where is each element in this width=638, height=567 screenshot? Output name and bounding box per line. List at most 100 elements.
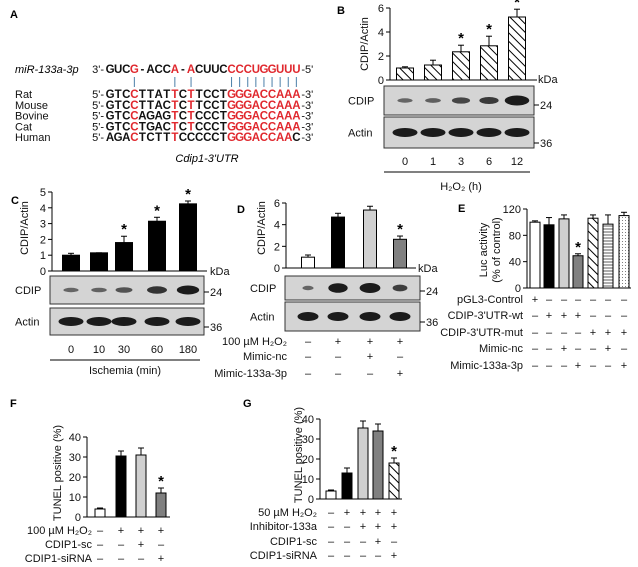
blot-band xyxy=(504,95,530,106)
bar xyxy=(618,215,630,289)
y-tick-label: 0 xyxy=(515,283,521,295)
condition-sign: – xyxy=(590,310,597,322)
condition-sign: – xyxy=(118,553,125,565)
condition-sign: – xyxy=(97,525,104,537)
panel-label-g: G xyxy=(243,398,252,410)
matched-base: C xyxy=(260,121,268,133)
condition-sign: – xyxy=(532,327,539,339)
matched-base: T xyxy=(188,89,195,101)
blot-band xyxy=(397,98,413,103)
y-tick-label: 3 xyxy=(40,219,46,231)
matched-base: G xyxy=(243,121,252,133)
condition-sign: – xyxy=(158,539,165,551)
base: C xyxy=(187,132,195,144)
matched-base: G xyxy=(243,111,252,123)
base: T xyxy=(220,100,227,112)
condition-sign: – xyxy=(532,360,539,372)
matched-base: G xyxy=(235,121,244,133)
base: T xyxy=(147,100,154,112)
base: C xyxy=(154,64,162,76)
condition-sign: + xyxy=(138,525,144,537)
significance-star: * xyxy=(158,473,164,490)
condition-label: Mimic-133a-3p xyxy=(450,360,523,372)
condition-sign: + xyxy=(605,343,611,355)
base: G xyxy=(106,111,115,123)
matched-base: U xyxy=(292,64,300,76)
base: C xyxy=(163,121,171,133)
condition-sign: – xyxy=(328,507,335,519)
base: T xyxy=(139,89,146,101)
bar xyxy=(393,238,407,269)
matched-base: C xyxy=(268,111,276,123)
blot-band xyxy=(359,312,381,321)
condition-label: 100 µM H₂O₂ xyxy=(27,525,92,537)
y-tick-label: 6 xyxy=(274,198,280,210)
lane-label: 30 xyxy=(118,344,130,356)
matched-base: U xyxy=(284,64,292,76)
sequence-prefix: 3'- xyxy=(92,64,104,76)
panel-label-e: E xyxy=(458,203,465,215)
base: G xyxy=(106,100,115,112)
sequence-suffix: -3' xyxy=(301,111,313,123)
sequence: GTCCTTATTCTTCCTGGGACCAAA xyxy=(106,89,301,101)
base: C xyxy=(203,121,211,133)
matched-base: A xyxy=(187,64,195,76)
matched-base: G xyxy=(235,132,244,144)
matched-base: C xyxy=(268,121,276,133)
matched-base: A xyxy=(292,89,300,101)
blot-band xyxy=(302,285,314,291)
y-axis-label: TUNEL positive (%) xyxy=(52,425,64,521)
base: C xyxy=(195,121,203,133)
matched-base: G xyxy=(227,121,236,133)
condition-sign: – xyxy=(621,310,628,322)
bar xyxy=(363,209,377,269)
condition-sign: + xyxy=(375,507,381,519)
bar xyxy=(529,221,541,289)
condition-sign: + xyxy=(590,327,596,339)
condition-sign: + xyxy=(367,336,373,348)
bar xyxy=(179,203,197,272)
base: C xyxy=(163,64,171,76)
condition-sign: + xyxy=(575,310,581,322)
base: C xyxy=(203,89,211,101)
blot-band xyxy=(392,128,418,137)
bar xyxy=(587,217,599,289)
base: T xyxy=(139,132,146,144)
base: C xyxy=(292,132,300,144)
condition-sign: – xyxy=(605,310,612,322)
matched-base: C xyxy=(260,89,268,101)
species-label: Cat xyxy=(15,121,32,133)
condition-sign: + xyxy=(391,521,397,533)
base: T xyxy=(115,89,122,101)
sequence-suffix: -3' xyxy=(301,89,313,101)
condition-sign: – xyxy=(590,360,597,372)
condition-sign: – xyxy=(397,351,404,363)
lane-label: 60 xyxy=(151,344,163,356)
base: C xyxy=(219,64,227,76)
matched-base: A xyxy=(284,111,292,123)
matched-base: G xyxy=(235,100,244,112)
condition-sign: – xyxy=(575,343,582,355)
base: T xyxy=(220,111,227,123)
blot-label: Actin xyxy=(250,312,274,324)
y-tick-label: 0 xyxy=(75,512,81,524)
bar xyxy=(325,490,337,500)
condition-sign: – xyxy=(561,360,568,372)
matched-base: A xyxy=(292,111,300,123)
y-axis-label: TUNEL positive (%) xyxy=(293,407,305,503)
bar xyxy=(331,216,345,269)
condition-sign: – xyxy=(575,327,582,339)
bar xyxy=(452,51,470,81)
sequence-suffix: -3' xyxy=(301,121,313,133)
condition-sign: – xyxy=(590,294,597,306)
lane-label: 1 xyxy=(430,156,436,168)
condition-sign: + xyxy=(375,521,381,533)
matched-base: A xyxy=(284,89,292,101)
base: C xyxy=(179,111,187,123)
lane-label: 0 xyxy=(68,344,74,356)
condition-sign: + xyxy=(546,310,552,322)
matched-base: A xyxy=(252,132,260,144)
condition-sign: + xyxy=(621,327,627,339)
